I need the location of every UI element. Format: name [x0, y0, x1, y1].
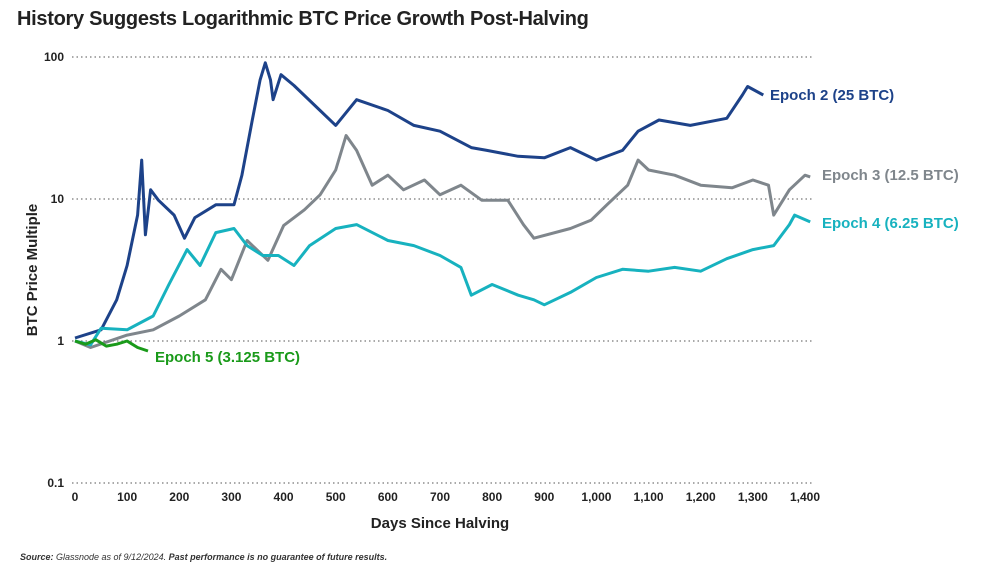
- series-line-epoch-3: [74, 134, 811, 349]
- y-tick-label: 0.1: [47, 476, 64, 490]
- series-lines: [74, 61, 811, 353]
- y-tick-label: 1: [57, 334, 64, 348]
- series-line-epoch-4: [74, 213, 811, 347]
- series-label-epoch-3: Epoch 3 (12.5 BTC): [822, 167, 959, 184]
- grid: [72, 56, 812, 484]
- chart: 0.1 1 10 100 0 100 200 300 400 500 600 700 800 900 1,…: [24, 50, 959, 532]
- y-axis: 0.1 1 10 100: [44, 50, 64, 490]
- x-tick-label: 1,200: [686, 490, 716, 504]
- x-axis: 0 100 200 300 400 500 600 700 800 900 1,000 1,100 1,…: [72, 490, 821, 504]
- x-tick-label: 1,300: [738, 490, 768, 504]
- x-tick-label: 100: [117, 490, 137, 504]
- x-tick-label: 1,400: [790, 490, 820, 504]
- series-label-epoch-2: Epoch 2 (25 BTC): [770, 87, 894, 104]
- x-tick-label: 400: [274, 490, 294, 504]
- y-tick-label: 10: [51, 192, 65, 206]
- series-labels: Epoch 2 (25 BTC) Epoch 3 (12.5 BTC) Epoch …: [155, 87, 959, 366]
- source-note: Source: Glassnode as of 9/12/2024. Past …: [20, 552, 387, 562]
- x-tick-label: 700: [430, 490, 450, 504]
- source-label: Source:: [20, 552, 54, 562]
- x-tick-label: 500: [326, 490, 346, 504]
- source-text: Glassnode as of 9/12/2024.: [53, 552, 167, 562]
- y-axis-label: BTC Price Multiple: [24, 204, 41, 337]
- x-tick-label: 300: [221, 490, 241, 504]
- x-axis-label: Days Since Halving: [371, 515, 509, 532]
- series-line-epoch-2: [74, 61, 765, 340]
- x-tick-label: 600: [378, 490, 398, 504]
- series-label-epoch-4: Epoch 4 (6.25 BTC): [822, 215, 959, 232]
- x-tick-label: 1,000: [581, 490, 611, 504]
- series-line-epoch-5: [74, 338, 149, 353]
- x-tick-label: 800: [482, 490, 502, 504]
- chart-title: History Suggests Logarithmic BTC Price G…: [17, 8, 589, 30]
- disclaimer: Past performance is no guarantee of futu…: [166, 552, 388, 562]
- x-tick-label: 1,100: [634, 490, 664, 504]
- x-tick-label: 900: [534, 490, 554, 504]
- x-tick-label: 200: [169, 490, 189, 504]
- series-label-epoch-5: Epoch 5 (3.125 BTC): [155, 349, 300, 366]
- y-tick-label: 100: [44, 50, 64, 64]
- x-tick-label: 0: [72, 490, 79, 504]
